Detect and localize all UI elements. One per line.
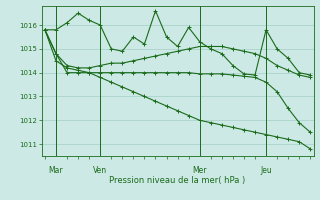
X-axis label: Pression niveau de la mer( hPa ): Pression niveau de la mer( hPa ): [109, 176, 246, 185]
